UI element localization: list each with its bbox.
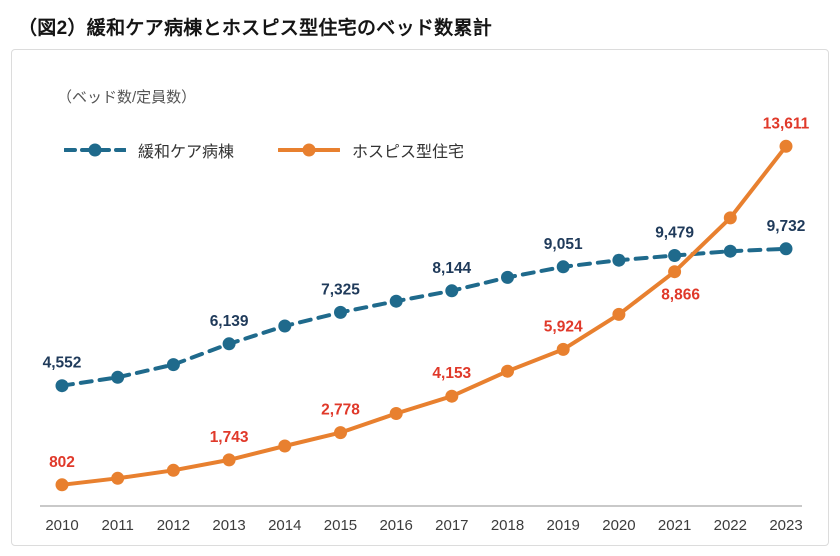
value-label: 4,153	[432, 365, 471, 382]
data-point	[501, 270, 514, 284]
legend-solid-line-swatch	[278, 143, 341, 157]
legend-label-palliative-ward: 緩和ケア病棟	[138, 144, 235, 161]
data-point	[111, 471, 125, 485]
legend-label-hospice-housing: ホスピス型住宅	[352, 144, 465, 161]
data-point	[501, 364, 514, 378]
value-label: 9,479	[655, 225, 694, 242]
value-label: 8,144	[432, 260, 471, 277]
data-point	[334, 426, 347, 440]
x-axis-tick-label: 2012	[157, 517, 190, 534]
data-point	[111, 370, 125, 384]
data-point	[334, 305, 347, 319]
chart-card: 2010 2011 2012 2013 2014 2015 2016 2017 2018 2019…	[11, 49, 829, 546]
data-point	[278, 319, 292, 333]
x-axis-tick-label: 2015	[324, 517, 357, 534]
data-point	[723, 244, 737, 258]
data-point	[779, 242, 793, 256]
data-point	[556, 260, 570, 274]
value-label: 8,866	[661, 287, 700, 304]
data-point	[55, 478, 69, 492]
chart-title: （図2）緩和ケア病棟とホスピス型住宅のベッド数累計	[18, 18, 493, 39]
value-label: 6,139	[210, 313, 249, 330]
data-point	[222, 337, 236, 351]
data-point	[612, 253, 626, 267]
value-label: 4,552	[43, 355, 82, 372]
value-label: 5,924	[544, 318, 583, 335]
x-axis-tick-label: 2020	[602, 517, 635, 534]
legend-item-hospice-housing: ホスピス型住宅	[278, 138, 464, 162]
legend-dashed-line-swatch	[64, 143, 126, 157]
x-axis-tick-label: 2010	[45, 517, 78, 534]
value-label: 802	[49, 454, 75, 471]
data-point	[668, 265, 682, 279]
series-line-1	[60, 144, 788, 487]
x-axis-tick-label: 2018	[491, 517, 524, 534]
x-axis-tick-label: 2011	[102, 517, 134, 534]
value-label: 7,325	[321, 281, 360, 298]
legend-item-palliative-ward: 緩和ケア病棟	[64, 138, 234, 162]
x-axis-tick-label: 2013	[212, 517, 245, 534]
data-point	[166, 358, 180, 372]
data-point	[556, 342, 570, 356]
legend-dot	[88, 143, 102, 157]
x-axis-tick-label: 2017	[435, 517, 468, 534]
x-axis-tick-label: 2016	[379, 517, 412, 534]
line-chart-svg: 2010 2011 2012 2013 2014 2015 2016 2017 2018 2019…	[40, 115, 810, 534]
data-point	[55, 379, 69, 393]
value-label: 13,611	[763, 115, 810, 132]
series-line-0	[60, 246, 788, 388]
data-point	[389, 294, 403, 308]
data-point	[612, 307, 626, 321]
data-point	[389, 407, 403, 420]
data-point	[445, 284, 459, 298]
x-axis-tick-label: 2021	[658, 517, 691, 534]
legend: 緩和ケア病棟 ホスピス型住宅	[64, 138, 464, 162]
data-point	[668, 249, 682, 262]
data-point	[445, 389, 459, 403]
data-point	[166, 463, 180, 477]
x-axis-tick-label: 2014	[268, 517, 301, 534]
axis-unit-label: （ベッド数/定員数）	[57, 89, 197, 106]
x-axis-tick-label: 2019	[547, 517, 580, 534]
data-point	[779, 139, 793, 153]
value-label: 9,051	[544, 236, 583, 253]
data-point	[222, 453, 236, 467]
data-point	[723, 211, 737, 225]
value-label: 9,732	[767, 218, 806, 235]
legend-dot	[302, 143, 316, 157]
value-label: 2,778	[321, 402, 360, 419]
value-label: 1,743	[210, 429, 249, 446]
x-axis-tick-label: 2022	[714, 517, 747, 534]
data-point	[278, 439, 292, 453]
x-axis-tick-label: 2023	[769, 517, 802, 534]
